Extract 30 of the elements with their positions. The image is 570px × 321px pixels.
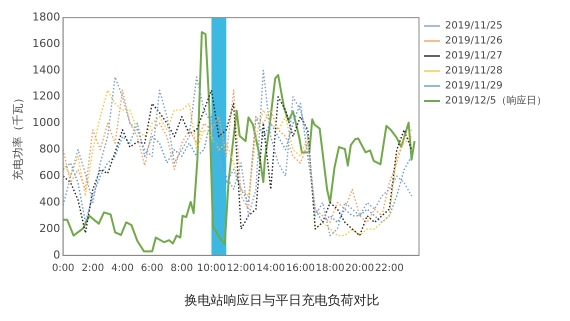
x-tick-label: 0:00 — [52, 262, 74, 274]
y-tick-label: 400 — [39, 195, 60, 208]
text: 换电站响应日与平日充电负荷对比 — [184, 292, 380, 309]
y-axis-title: 充电功率（千瓦） — [11, 92, 24, 180]
legend-label: 2019/11/26 — [445, 36, 503, 47]
x-tick-label: 22:00 — [374, 262, 404, 274]
x-tick-label: 8:00 — [170, 262, 194, 274]
x-tick-label: 2:00 — [82, 262, 104, 274]
x-tick-label: 4:00 — [111, 262, 134, 274]
y-tick-label: 1600 — [32, 36, 60, 50]
y-tick-label: 0 — [53, 248, 60, 262]
legend-label: 2019/11/29 — [445, 80, 503, 92]
y-tick-label: 1000 — [32, 116, 60, 130]
legend-label: 2019/11/28 — [445, 66, 503, 77]
y-tick-label: 200 — [39, 222, 60, 235]
x-tick-label: 6:00 — [140, 262, 164, 274]
y-tick-label: 800 — [39, 142, 60, 156]
x-tick-label: 12:00 — [226, 262, 256, 274]
x-tick-label: 14:00 — [256, 262, 286, 274]
x-tick-label: 10:00 — [197, 262, 226, 274]
y-tick-label: 1200 — [32, 90, 60, 103]
legend-label: 2019/12/5（响应日） — [445, 94, 546, 107]
x-tick-label: 16:00 — [286, 262, 315, 274]
y-tick-label: 600 — [39, 168, 60, 182]
x-tick-label: 20:00 — [345, 262, 374, 274]
legend-label: 2019/11/27 — [445, 50, 503, 62]
y-tick-label: 1800 — [32, 10, 60, 24]
y-tick-label: 1400 — [32, 63, 60, 76]
x-tick-label: 18:00 — [316, 262, 344, 274]
legend-label: 2019/11/25 — [445, 20, 503, 32]
